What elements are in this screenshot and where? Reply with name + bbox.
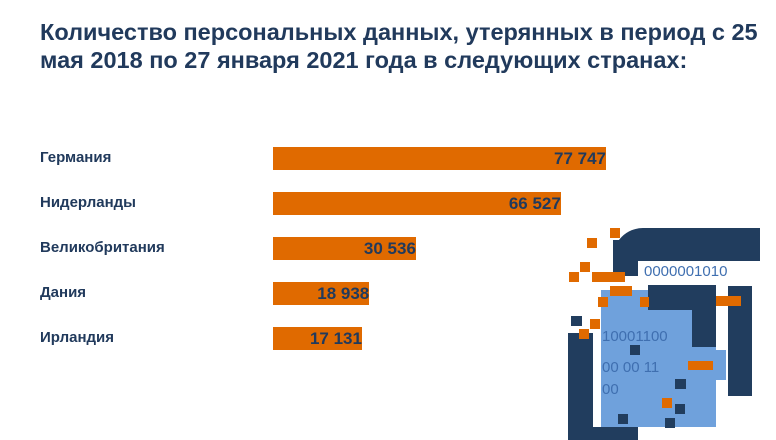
binary-text: 00 [602,381,619,398]
data-label: 18 938 [317,284,370,303]
bar: 77 747 [273,147,606,170]
binary-text: 00 00 11 [602,359,660,376]
category-label: Германия [40,149,112,166]
category-label: Ирландия [40,329,114,346]
binary-text: 0000001010 [644,263,728,280]
bar: 66 527 [273,192,561,215]
category-label: Дания [40,284,87,301]
binary-text: 10001100 [602,328,668,345]
category-label: Нидерланды [40,194,136,211]
bar: 17 131 [273,327,362,350]
chart-title: Количество персональных данных, утерянны… [40,19,758,73]
data-label: 66 527 [508,194,561,213]
data-label: 17 131 [309,329,362,348]
data-label: 77 747 [554,149,606,168]
bar: 18 938 [273,282,370,305]
bar: 30 536 [273,237,416,260]
data-label: 30 536 [363,239,416,258]
category-label: Великобритания [40,239,165,256]
